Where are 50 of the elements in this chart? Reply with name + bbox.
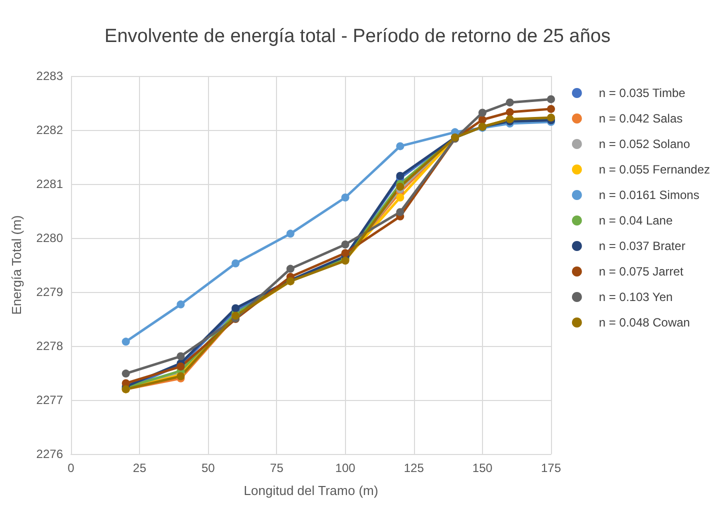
point	[396, 182, 404, 191]
point	[396, 208, 404, 216]
legend-label: n = 0.055 Fernandez	[598, 162, 710, 176]
point	[122, 370, 130, 378]
legend-label: n = 0.037 Brater	[598, 239, 686, 253]
legend-label: n = 0.075 Jarret	[598, 264, 684, 278]
legend-label: n = 0.04 Lane	[598, 214, 673, 228]
x-tick-label: 150	[472, 461, 493, 475]
y-tick-label: 2279	[36, 285, 64, 299]
y-tick-label: 2283	[36, 69, 64, 83]
point	[341, 249, 350, 258]
legend-label: n = 0.0161 Simons	[598, 188, 700, 202]
y-tick-label: 2280	[36, 231, 64, 245]
x-tick-label: 25	[132, 461, 147, 475]
point	[341, 194, 350, 202]
x-axis-title: Longitud del Tramo (m)	[244, 483, 378, 498]
point	[286, 230, 294, 238]
legend-label: n = 0.052 Solano	[598, 137, 690, 151]
chart-title: Envolvente de energía total - Período de retorno de 25 años	[104, 26, 610, 47]
x-tick-label: 125	[404, 461, 424, 475]
point	[506, 108, 514, 116]
point	[122, 338, 130, 346]
point	[506, 98, 514, 106]
point	[478, 116, 486, 124]
legend-label: n = 0.103 Yen	[598, 290, 673, 304]
point	[286, 264, 294, 273]
point	[547, 104, 555, 113]
point	[232, 259, 240, 268]
x-tick-label: 50	[201, 461, 216, 475]
legend-label: n = 0.035 Timbe	[598, 86, 686, 100]
y-tick-label: 2278	[36, 339, 64, 353]
y-axis-title: Energía Total (m)	[9, 215, 24, 315]
x-tick-label: 175	[540, 461, 562, 475]
point	[547, 95, 555, 104]
x-tick-label: 75	[270, 461, 284, 475]
point	[396, 142, 404, 150]
y-tick-label: 2276	[36, 447, 64, 461]
point	[341, 240, 350, 248]
y-tick-label: 2282	[36, 123, 64, 137]
legend-label: n = 0.048 Cowan	[598, 316, 690, 330]
y-tick-label: 2281	[36, 177, 64, 191]
point	[396, 194, 404, 202]
legend-label: n = 0.042 Salas	[598, 112, 683, 126]
point	[478, 108, 486, 117]
y-tick-label: 2277	[36, 393, 64, 407]
x-tick-label: 0	[68, 461, 75, 475]
point	[396, 172, 404, 180]
x-tick-label: 100	[335, 461, 356, 475]
point	[176, 300, 185, 308]
point	[176, 352, 185, 360]
